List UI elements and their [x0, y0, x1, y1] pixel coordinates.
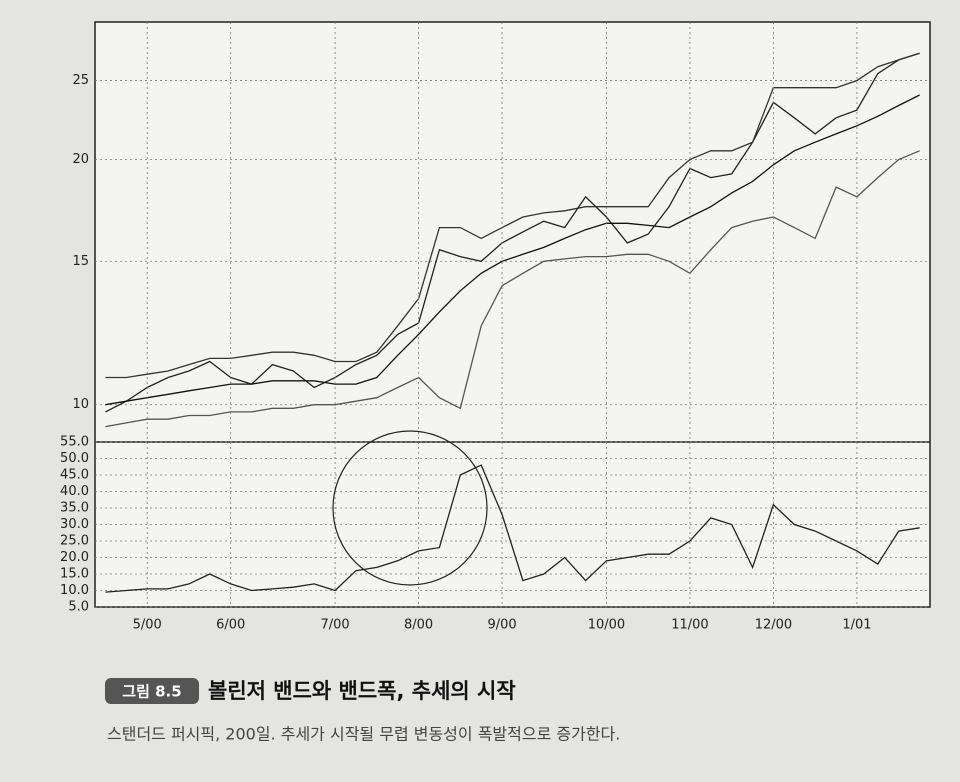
figure-subtitle: 스탠더드 퍼시픽, 200일. 추세가 시작될 무렵 변동성이 폭발적으로 증가…	[107, 725, 620, 744]
y-tick-label: 5.0	[68, 600, 89, 615]
y-tick-label: 10	[72, 397, 89, 412]
x-tick-label: 5/00	[133, 618, 162, 633]
figure-label-box	[105, 678, 199, 704]
x-tick-label: 12/00	[755, 618, 792, 633]
y-tick-label: 25.0	[60, 534, 89, 549]
y-tick-label: 20.0	[60, 550, 89, 565]
y-tick-label: 15	[72, 254, 89, 269]
x-tick-label: 6/00	[216, 618, 245, 633]
y-tick-label: 45.0	[60, 468, 89, 483]
y-tick-label: 50.0	[60, 451, 89, 466]
series-line	[105, 52, 920, 413]
series-line	[105, 94, 920, 406]
y-tick-label: 10.0	[60, 583, 89, 598]
series-line	[105, 150, 920, 428]
figure-label: 그림 8.5	[122, 683, 181, 701]
y-tick-label: 40.0	[60, 484, 89, 499]
x-tick-label: 11/00	[671, 618, 708, 633]
figure-title: 볼린저 밴드와 밴드폭, 추세의 시작	[208, 679, 516, 703]
plot-frame	[94, 21, 931, 608]
y-tick-label: 30.0	[60, 517, 89, 532]
x-tick-label: 8/00	[404, 618, 433, 633]
x-tick-label: 9/00	[487, 618, 516, 633]
series-line	[105, 52, 920, 379]
y-tick-label: 55.0	[60, 435, 89, 450]
x-tick-label: 1/01	[842, 618, 871, 633]
y-tick-label: 25	[72, 73, 89, 88]
highlight-circle	[332, 430, 488, 586]
y-tick-label: 35.0	[60, 501, 89, 516]
series-line	[105, 464, 920, 593]
y-tick-label: 15.0	[60, 567, 89, 582]
x-tick-label: 10/00	[588, 618, 625, 633]
x-tick-label: 7/00	[320, 618, 349, 633]
y-tick-label: 20	[72, 152, 89, 167]
